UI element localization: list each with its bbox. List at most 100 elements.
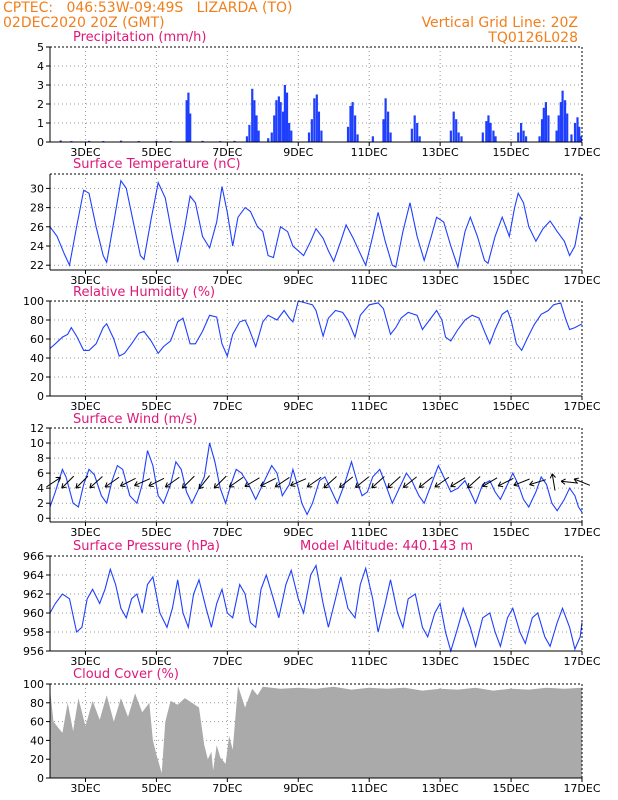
x-tick-label: 9DEC (283, 274, 313, 287)
y-tick-label: 100 (23, 295, 44, 308)
wind-arrow (198, 475, 210, 490)
precip-bar (410, 128, 413, 142)
wind-arrow (181, 475, 195, 489)
wind-arrow (244, 477, 260, 488)
x-tick-label: 17DEC (563, 274, 600, 287)
wind-arrow (560, 478, 579, 485)
x-tick-label: 13DEC (422, 400, 459, 413)
panel-annotation: Model Altitude: 440.143 m (300, 539, 473, 554)
x-tick-label: 15DEC (493, 782, 530, 795)
y-tick-label: 962 (23, 588, 44, 601)
x-tick-label: 11DEC (351, 274, 388, 287)
y-tick-label: 10 (30, 437, 44, 450)
x-tick-label: 3DEC (70, 146, 100, 159)
x-tick-label: 11DEC (351, 655, 388, 668)
precip-bar (201, 140, 204, 142)
precip-bar (189, 113, 192, 142)
x-tick-label: 7DEC (212, 146, 242, 159)
precip-bar (418, 136, 421, 142)
x-tick-label: 9DEC (283, 655, 313, 668)
y-tick-label: 80 (30, 314, 44, 327)
y-tick-label: 2 (37, 98, 44, 111)
panel-title: Relative Humidity (%) (73, 285, 215, 300)
x-tick-label: 7DEC (212, 400, 242, 413)
date-line: 02DEC2020 20Z (GMT) (3, 15, 165, 31)
cloud-cover-area (50, 685, 582, 778)
y-tick-label: 100 (23, 678, 44, 691)
precip-bar (559, 102, 562, 142)
precip-bar (413, 115, 416, 142)
panel-3: 0 20 40 60 80 100 3DEC 5DEC 7DEC 9DEC 11DEC 13DEC 15… (23, 285, 601, 413)
x-tick-label: 11DEC (351, 146, 388, 159)
precip-bar (489, 123, 492, 142)
y-tick-label: 966 (23, 550, 44, 563)
y-tick-label: 6 (37, 467, 44, 480)
y-tick-label: 5 (37, 41, 44, 54)
wind-arrow (323, 476, 337, 489)
wind-arrow (61, 475, 75, 489)
precip-bar (253, 100, 256, 142)
precip-bar (346, 126, 350, 142)
panel-4: 0 2 4 6 8 10 12 3DEC 5DEC 7DEC 9DEC 11DEC 13DEC 15DEC… (30, 412, 601, 539)
precip-bar (371, 136, 374, 142)
wind-arrow (89, 476, 103, 489)
y-tick-label: 960 (23, 607, 44, 620)
run-code: TQ0126L028 (488, 30, 578, 46)
wind-arrow (75, 475, 89, 489)
y-tick-label: 30 (30, 182, 44, 195)
precip-bar (317, 111, 321, 142)
x-tick-label: 15DEC (493, 146, 530, 159)
wind-arrow (573, 477, 591, 486)
precip-bar (561, 90, 564, 142)
precip-bar (573, 123, 577, 142)
precip-bar (487, 115, 490, 142)
x-tick-label: 13DEC (422, 274, 459, 287)
wind-arrow (549, 473, 556, 491)
precip-bar (492, 130, 495, 142)
x-tick-label: 7DEC (212, 655, 242, 668)
precip-bar (449, 130, 452, 142)
x-tick-label: 7DEC (212, 782, 242, 795)
precip-bar (277, 96, 280, 142)
panel-title: Cloud Cover (%) (73, 667, 179, 682)
x-tick-label: 17DEC (563, 146, 600, 159)
precip-bar (386, 111, 390, 142)
precip-bar (389, 132, 392, 142)
y-tick-label: 0 (37, 512, 44, 525)
y-tick-label: 4 (37, 60, 44, 73)
x-tick-label: 15DEC (493, 274, 530, 287)
precip-bar (416, 123, 419, 142)
precip-bar (187, 92, 190, 142)
wind-arrow (290, 478, 307, 487)
wind-arrow (306, 476, 322, 488)
x-tick-label: 17DEC (563, 400, 600, 413)
wind-arrow (434, 476, 450, 488)
x-tick-label: 3DEC (70, 526, 100, 539)
precip-bar (457, 132, 460, 142)
panel-title: Precipitation (mm/h) (73, 30, 206, 45)
precip-bar (384, 98, 387, 142)
precip-bar (310, 119, 313, 142)
y-tick-label: 956 (23, 645, 44, 658)
wind-arrow (134, 478, 151, 487)
x-tick-label: 11DEC (351, 782, 388, 795)
wind-arrow (274, 477, 290, 488)
precip-bar (576, 117, 579, 142)
wind-arrow (213, 475, 227, 489)
y-tick-label: 1 (37, 117, 44, 130)
precip-bar (563, 100, 567, 142)
x-tick-label: 15DEC (493, 400, 530, 413)
precip-bar (351, 102, 354, 142)
precip-bar (455, 119, 458, 142)
panel-6: 0 20 40 60 80 100 3DEC 5DEC 7DEC 9DEC 11DEC 13DEC 15… (23, 667, 601, 795)
wind-arrow (164, 476, 180, 488)
wind-arrow (450, 477, 466, 488)
y-tick-label: 20 (30, 371, 44, 384)
panel-2: 22 24 26 28 30 3DEC 5DEC 7DEC 9DEC 11DEC 13DEC 15DE… (30, 157, 601, 287)
precip-bar (522, 130, 525, 142)
y-tick-label: 2 (37, 497, 44, 510)
precip-bar (557, 115, 560, 142)
precip-bar (273, 115, 276, 142)
wind-arrow (513, 478, 530, 487)
y-tick-label: 40 (30, 352, 44, 365)
